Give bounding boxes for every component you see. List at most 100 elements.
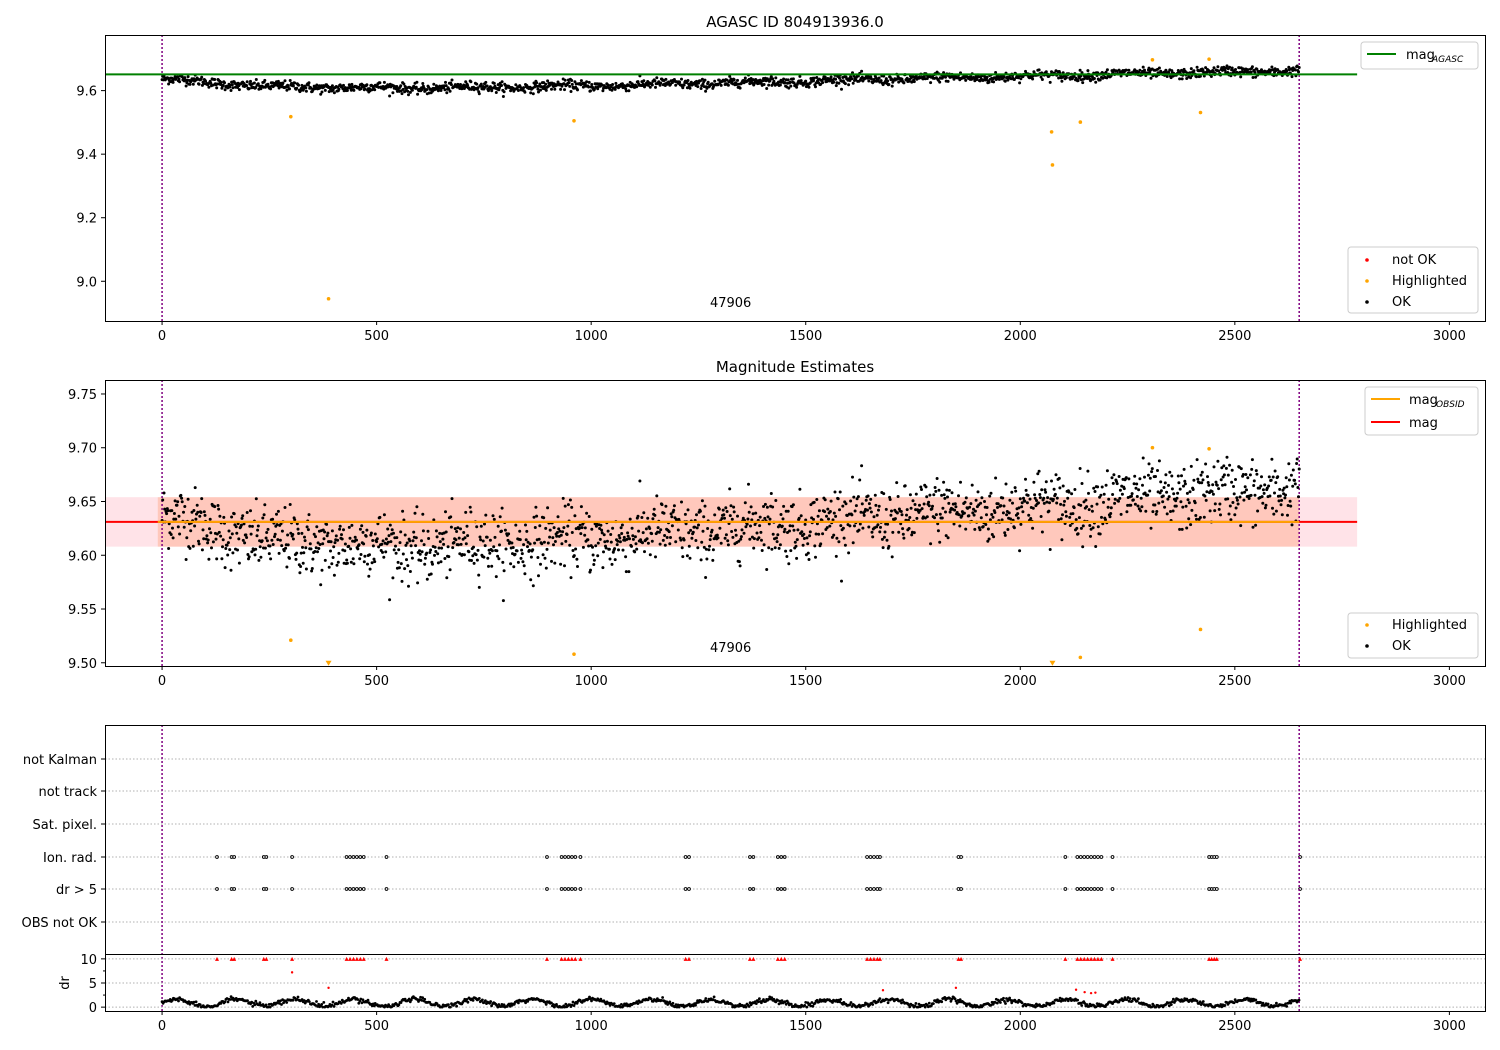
ok-point	[207, 557, 211, 561]
y-tick-label: 9.55	[68, 603, 97, 618]
ok-point	[436, 561, 440, 565]
ok-point	[743, 501, 747, 505]
ok-point	[833, 490, 837, 494]
ok-point	[1277, 499, 1281, 503]
ok-point	[928, 493, 932, 497]
dr-point	[332, 1005, 336, 1008]
dr-point	[900, 1001, 903, 1005]
ok-point	[1023, 499, 1027, 503]
dr-point	[1248, 997, 1251, 1001]
ok-point	[445, 91, 449, 95]
ok-point	[800, 530, 804, 534]
flag-event-marker	[683, 855, 688, 859]
ok-point	[180, 500, 184, 504]
ok-point	[478, 535, 482, 539]
ok-point	[1119, 512, 1123, 516]
ok-point	[617, 548, 620, 552]
dr-point	[1195, 999, 1199, 1003]
ok-point	[978, 528, 982, 532]
flag-event-marker	[563, 887, 567, 891]
ok-point	[1211, 483, 1215, 487]
ok-point	[587, 80, 591, 84]
dr-clipped-marker	[871, 956, 876, 961]
flag-event-marker	[545, 855, 549, 859]
ok-point	[470, 559, 473, 562]
dr-point	[555, 1003, 558, 1006]
ok-point	[767, 83, 771, 87]
ok-point	[590, 527, 594, 531]
flag-event-marker	[264, 855, 269, 859]
ok-point	[1280, 498, 1284, 502]
ok-point	[320, 90, 324, 94]
ok-point	[1220, 466, 1224, 470]
ok-point	[821, 532, 825, 536]
ok-point	[255, 534, 259, 538]
ok-point	[663, 534, 667, 537]
ok-point	[558, 529, 562, 533]
dr-point	[968, 1002, 971, 1006]
flag-event-marker	[687, 855, 691, 859]
dr-clipped-marker	[354, 956, 359, 961]
ok-point	[1045, 500, 1049, 504]
ok-point	[852, 495, 856, 499]
ok-point	[345, 561, 349, 565]
ok-point	[895, 481, 899, 485]
ok-point	[1171, 509, 1175, 513]
ok-point	[394, 551, 398, 555]
ok-point	[884, 507, 888, 511]
ok-point	[1092, 486, 1096, 490]
dr-point	[280, 1003, 283, 1006]
ok-point	[628, 537, 631, 541]
ok-point	[1081, 81, 1085, 85]
ok-point	[606, 529, 610, 533]
ok-point	[602, 550, 605, 554]
ok-point	[345, 558, 349, 562]
ok-point	[624, 570, 628, 574]
ok-point	[686, 79, 690, 82]
ok-point	[1100, 485, 1104, 489]
ok-point	[1249, 493, 1253, 497]
dr-point	[544, 1003, 548, 1006]
ok-point	[475, 558, 479, 562]
flag-row-label: not track	[38, 785, 97, 800]
ok-point	[479, 82, 483, 86]
ok-point	[1282, 486, 1286, 490]
ok-point	[1228, 504, 1232, 508]
ok-point	[1235, 498, 1239, 502]
dr-point	[484, 999, 487, 1002]
dr-point	[1249, 999, 1252, 1003]
ok-point	[770, 547, 774, 551]
ok-point	[1092, 77, 1096, 80]
ok-point	[1057, 518, 1061, 522]
ok-point	[935, 70, 939, 74]
flag-event-marker	[351, 855, 356, 859]
dr-point	[848, 1003, 852, 1006]
ok-point	[1029, 517, 1033, 520]
ok-point	[1143, 475, 1146, 479]
legend-label: mag	[1406, 48, 1435, 63]
ok-point	[389, 540, 393, 544]
ok-point	[276, 509, 280, 513]
ok-point	[964, 496, 968, 500]
flag-event-marker	[1082, 855, 1087, 859]
ok-point	[747, 482, 750, 486]
ok-point	[373, 532, 377, 536]
y-tick-label: 9.6	[76, 85, 97, 100]
ok-point	[620, 532, 624, 535]
flag-row-label: not Kalman	[23, 753, 97, 768]
ok-point	[786, 509, 790, 513]
ok-point	[628, 517, 632, 521]
ok-point	[1149, 526, 1153, 530]
ok-point	[223, 81, 226, 85]
ok-point	[352, 88, 356, 92]
ok-point	[507, 532, 511, 536]
ok-point	[318, 86, 322, 90]
flag-event-marker	[232, 855, 237, 859]
ok-point	[167, 82, 171, 86]
ok-point	[226, 553, 230, 557]
ok-point	[293, 81, 297, 85]
ok-point	[1024, 477, 1027, 481]
dr-clipped-marker	[232, 956, 237, 961]
ok-point	[1044, 480, 1048, 484]
ok-point	[600, 531, 604, 535]
